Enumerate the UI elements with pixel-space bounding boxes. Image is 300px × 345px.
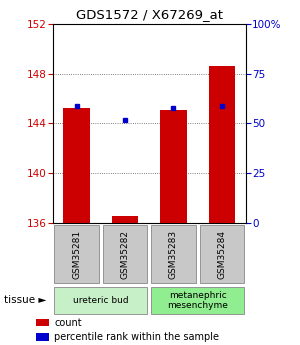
Text: count: count xyxy=(54,318,82,327)
Bar xyxy=(200,226,244,284)
Bar xyxy=(112,216,138,223)
Text: tissue ►: tissue ► xyxy=(4,296,47,305)
Text: GDS1572 / X67269_at: GDS1572 / X67269_at xyxy=(76,8,224,21)
Text: GSM35282: GSM35282 xyxy=(121,230,130,279)
Bar xyxy=(63,108,90,223)
Text: GSM35284: GSM35284 xyxy=(217,230,226,279)
Bar xyxy=(36,319,49,326)
Text: percentile rank within the sample: percentile rank within the sample xyxy=(54,332,219,342)
Bar xyxy=(208,66,235,223)
Text: ureteric bud: ureteric bud xyxy=(73,296,129,305)
Bar xyxy=(103,226,147,284)
Text: GSM35283: GSM35283 xyxy=(169,230,178,279)
Bar xyxy=(36,333,49,341)
Bar xyxy=(54,287,147,314)
Text: GSM35281: GSM35281 xyxy=(72,230,81,279)
Bar xyxy=(151,287,244,314)
Bar xyxy=(151,226,196,284)
Bar xyxy=(54,226,99,284)
Text: metanephric
mesenchyme: metanephric mesenchyme xyxy=(167,291,228,310)
Bar xyxy=(160,110,187,223)
